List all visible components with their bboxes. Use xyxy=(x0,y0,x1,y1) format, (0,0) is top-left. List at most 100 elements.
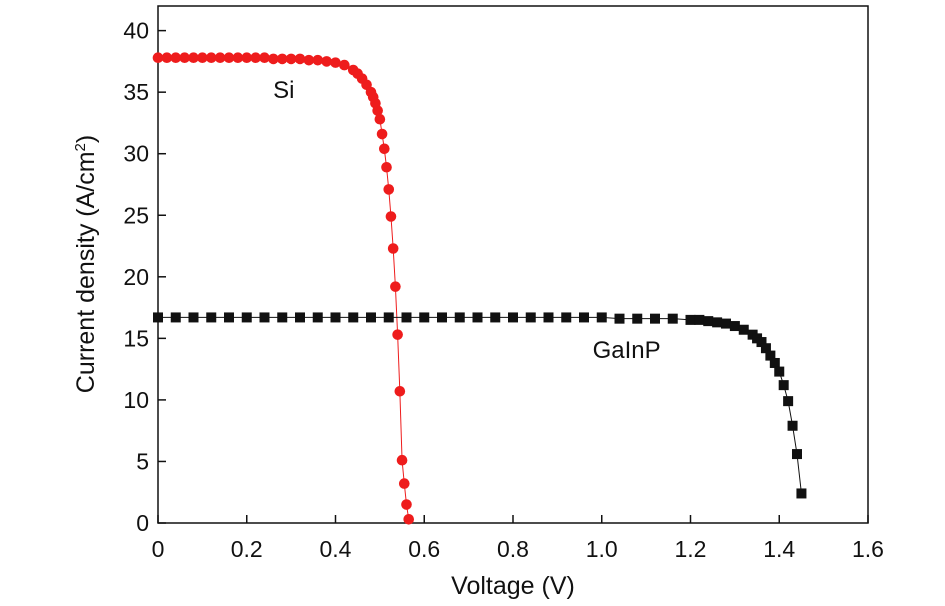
data-point-gainp xyxy=(472,312,483,323)
data-point-gainp xyxy=(632,313,643,324)
y-tick-label: 20 xyxy=(123,264,149,290)
data-point-si xyxy=(403,514,415,525)
data-point-si xyxy=(383,184,395,195)
data-point-gainp xyxy=(756,337,767,348)
data-point-gainp xyxy=(312,312,323,323)
plot-area: 0 0.2 0.4 0.6 0.8 1.0 1.2 1.4 1.6 0 5 10 15 20 25 30 35… xyxy=(123,5,884,562)
data-point-gainp xyxy=(738,324,749,335)
data-point-si xyxy=(387,243,399,254)
data-point-si xyxy=(170,52,182,63)
data-point-gainp xyxy=(508,312,518,323)
data-point-gainp xyxy=(787,420,798,431)
x-tick-label: 1.4 xyxy=(763,536,795,562)
data-point-gainp xyxy=(712,317,723,328)
data-point-gainp xyxy=(525,312,536,323)
data-point-si xyxy=(312,54,324,66)
y-tick-label: 5 xyxy=(136,448,149,474)
y-tick-label: 40 xyxy=(123,18,149,44)
y-axis-title: Current density (A/cm2) xyxy=(72,135,100,393)
data-point-gainp xyxy=(170,312,181,323)
y-tick-label: 0 xyxy=(136,510,149,536)
y-tick-label: 30 xyxy=(123,141,149,167)
y-tick-label: 10 xyxy=(123,387,149,413)
data-point-gainp xyxy=(366,312,376,323)
data-point-gainp xyxy=(774,366,785,377)
y-axis-ticks: 0 5 10 15 20 25 30 35 40 xyxy=(123,18,166,536)
data-point-gainp xyxy=(454,312,465,323)
data-point-gainp xyxy=(437,312,447,323)
x-tick-label: 1.2 xyxy=(675,536,707,562)
x-tick-label: 1.0 xyxy=(586,536,618,562)
data-point-si xyxy=(250,52,261,63)
series-annotation: Si xyxy=(273,77,294,104)
data-point-gainp xyxy=(419,312,430,323)
y-axis-title-close: ) xyxy=(72,135,100,143)
data-point-gainp xyxy=(348,312,359,323)
x-tick-label: 1.6 xyxy=(852,536,884,562)
data-point-gainp xyxy=(667,313,678,324)
data-point-gainp xyxy=(783,396,794,407)
data-point-si xyxy=(152,52,164,63)
x-axis-title: Voltage (V) xyxy=(451,572,575,600)
data-point-si xyxy=(401,499,412,510)
data-point-gainp xyxy=(760,343,771,354)
data-point-gainp xyxy=(765,350,776,361)
data-point-si xyxy=(330,57,341,68)
data-point-gainp xyxy=(561,312,572,323)
data-point-gainp xyxy=(721,318,731,329)
data-point-gainp xyxy=(277,312,288,323)
data-point-gainp xyxy=(188,312,199,323)
data-point-gainp xyxy=(694,314,705,325)
data-point-si xyxy=(321,56,332,67)
y-axis-title-superscript: 2 xyxy=(72,143,89,151)
y-tick-label: 25 xyxy=(123,202,149,228)
data-point-si xyxy=(374,113,386,125)
data-point-gainp xyxy=(295,312,305,323)
data-point-si xyxy=(205,52,217,63)
data-point-gainp xyxy=(703,316,714,327)
data-point-si xyxy=(390,281,401,292)
plot-frame xyxy=(157,5,869,524)
series-line-si xyxy=(158,57,410,520)
data-point-si xyxy=(372,105,383,116)
data-point-gainp xyxy=(490,312,501,323)
data-point-si xyxy=(259,52,270,63)
data-point-gainp xyxy=(401,312,412,323)
y-tick-label: 15 xyxy=(123,325,149,351)
data-point-gainp xyxy=(206,312,217,323)
data-point-si xyxy=(161,52,173,63)
data-point-gainp xyxy=(383,312,394,323)
x-tick-label: 0.2 xyxy=(231,536,263,562)
data-point-gainp xyxy=(685,314,696,325)
data-point-si xyxy=(223,52,235,63)
data-point-si xyxy=(179,52,190,63)
data-point-si xyxy=(379,143,390,155)
data-point-si xyxy=(376,128,388,140)
data-point-si xyxy=(294,53,306,65)
data-point-si xyxy=(398,478,410,489)
data-point-gainp xyxy=(614,313,625,324)
data-point-si xyxy=(396,454,408,466)
data-point-si xyxy=(285,53,297,65)
series-si xyxy=(152,52,415,525)
data-point-gainp xyxy=(769,357,780,368)
data-point-gainp xyxy=(241,312,252,323)
data-point-si xyxy=(197,52,208,63)
data-point-gainp xyxy=(224,312,234,323)
data-point-gainp xyxy=(596,312,607,323)
data-point-gainp xyxy=(729,321,740,332)
x-tick-label: 0.6 xyxy=(408,536,440,562)
data-point-gainp xyxy=(792,449,802,460)
data-point-si xyxy=(385,211,397,222)
data-point-si xyxy=(381,161,392,173)
data-point-si xyxy=(232,52,244,63)
series-line-gainp xyxy=(158,316,802,494)
series-layer xyxy=(152,52,807,525)
data-point-si xyxy=(214,52,226,63)
data-point-gainp xyxy=(650,313,660,324)
data-point-si xyxy=(188,52,199,63)
x-tick-label: 0.8 xyxy=(497,536,529,562)
data-point-gainp xyxy=(153,312,163,323)
data-point-gainp xyxy=(259,312,270,323)
